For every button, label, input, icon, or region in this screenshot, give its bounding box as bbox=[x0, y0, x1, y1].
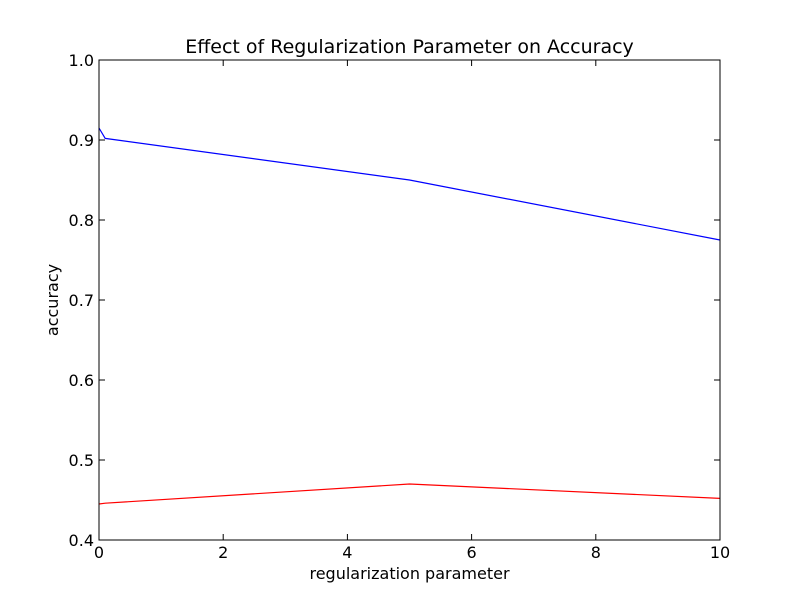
ticks-layer: 0 2 4 6 8 10 0.4 0.5 0.6 0.7 0.8 0.9 1.0 bbox=[69, 51, 731, 562]
y-tick-label: 0.4 bbox=[69, 531, 94, 550]
y-tick-label: 0.5 bbox=[69, 451, 94, 470]
y-tick-label: 0.8 bbox=[69, 211, 94, 230]
y-tick-label: 0.6 bbox=[69, 371, 94, 390]
x-tick-label: 8 bbox=[591, 543, 601, 562]
chart-title: Effect of Regularization Parameter on Ac… bbox=[185, 36, 634, 58]
x-axis-title: regularization parameter bbox=[309, 564, 509, 583]
x-tick-label: 2 bbox=[218, 543, 228, 562]
x-tick-label: 0 bbox=[94, 543, 104, 562]
y-tick-label: 0.9 bbox=[69, 131, 94, 150]
series-layer bbox=[98, 127, 721, 505]
x-tick-label: 6 bbox=[467, 543, 477, 562]
series-line-1 bbox=[98, 127, 721, 241]
x-tick-label: 10 bbox=[710, 543, 730, 562]
y-axis-title: accuracy bbox=[43, 264, 62, 336]
y-tick-label: 0.7 bbox=[69, 291, 94, 310]
series-line-2 bbox=[98, 483, 721, 505]
plot-frame bbox=[98, 59, 721, 541]
x-tick-label: 4 bbox=[342, 543, 352, 562]
y-tick-label: 1.0 bbox=[69, 51, 94, 70]
